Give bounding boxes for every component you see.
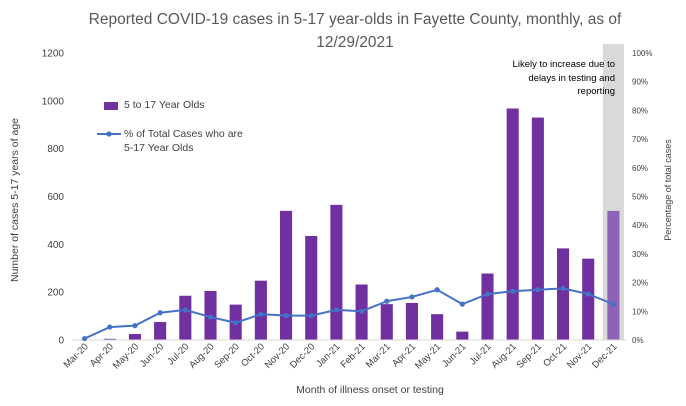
point-sep-21 (535, 287, 541, 293)
legend-bar-swatch (104, 102, 118, 110)
bar-dec-21 (607, 210, 620, 340)
x-tick-label: Sep-20 (212, 341, 241, 370)
bar-may-20 (128, 334, 141, 340)
bar-jun-20 (154, 322, 167, 340)
point-jan-21 (333, 307, 340, 313)
bar-dec-20 (305, 235, 318, 340)
y2-tick-label: 90% (632, 78, 648, 87)
y2-tick-label: 20% (632, 279, 648, 288)
point-oct-21 (560, 285, 566, 291)
bar-aug-21 (506, 108, 519, 341)
bar-jan-21 (330, 204, 343, 340)
point-feb-21 (358, 308, 365, 314)
point-mar-20 (81, 335, 88, 342)
x-tick-label: Jun-21 (440, 341, 468, 369)
point-may-20 (132, 323, 138, 329)
x-tick-label: Nov-21 (565, 341, 594, 370)
legend-bar-label: 5 to 17 Year Olds (124, 99, 205, 111)
point-dec-21 (610, 301, 617, 307)
y2-tick-label: 100% (632, 49, 652, 58)
chart-title: Reported COVID-19 cases in 5-17 year-old… (88, 11, 622, 51)
bar-jun-21 (456, 331, 469, 340)
point-aug-20 (207, 314, 214, 320)
y2-tick-label: 60% (632, 164, 648, 173)
y-axis-label: Number of cases 5-17 years of age (9, 117, 21, 283)
point-jun-20 (157, 310, 163, 316)
y-tick-label: 400 (47, 240, 64, 251)
x-tick-label: Aug-20 (187, 341, 216, 370)
x-tick-label: Sep-21 (515, 341, 544, 370)
x-tick-label: Mar-20 (62, 341, 91, 370)
x-tick-label: Mar-21 (364, 341, 393, 370)
point-may-21 (434, 287, 440, 293)
bar-nov-20 (280, 210, 293, 340)
bar-jul-21 (481, 273, 494, 340)
x-tick-label: Jun-20 (138, 341, 166, 369)
y2-tick-label: 40% (632, 221, 648, 230)
y2-tick-label: 80% (632, 106, 648, 115)
point-nov-20 (283, 313, 289, 319)
y2-tick-label: 70% (632, 135, 648, 144)
x-tick-label: Nov-20 (263, 341, 292, 370)
line-series (81, 285, 617, 342)
line-pct-total (84, 287, 614, 340)
point-nov-21 (585, 291, 591, 297)
bar-jul-20 (179, 295, 192, 340)
bar-nov-21 (582, 258, 595, 340)
point-dec-20 (308, 313, 314, 319)
y-tick-label: 200 (47, 288, 64, 299)
point-mar-21 (384, 298, 390, 304)
x-tick-label: Dec-20 (288, 341, 317, 370)
y-tick-label: 1200 (42, 49, 65, 60)
x-tick-label: Oct-20 (239, 341, 267, 369)
x-tick-label: Dec-21 (590, 341, 619, 370)
point-sep-20 (233, 320, 239, 326)
y2-tick-label: 50% (632, 193, 648, 202)
point-aug-21 (510, 288, 516, 294)
dec-21-annotation: Likely to increase due to delays in test… (512, 59, 615, 97)
point-apr-20 (107, 324, 113, 330)
bar-sep-21 (531, 117, 544, 340)
legend-line-label: % of Total Cases who are 5-17 Year Olds (124, 128, 243, 154)
bar-oct-20 (254, 280, 267, 340)
y2-tick-label: 0% (632, 336, 644, 345)
x-tick-label: May-20 (111, 341, 141, 371)
y2-axis-label: Percentage of total cases (663, 139, 673, 241)
bar-may-21 (431, 314, 444, 340)
point-oct-20 (258, 311, 264, 317)
x-axis-label: Month of illness onset or testing (296, 384, 444, 396)
x-tick-label: Jan-21 (314, 341, 342, 369)
bar-mar-21 (380, 304, 393, 341)
bar-apr-21 (405, 302, 418, 340)
x-tick-label: May-21 (413, 341, 443, 371)
bar-oct-21 (557, 248, 570, 340)
y-tick-label: 600 (47, 192, 64, 203)
y-tick-label: 800 (47, 144, 64, 155)
point-jun-21 (459, 301, 465, 307)
y-tick-label: 1000 (42, 96, 65, 107)
point-jul-20 (182, 307, 188, 313)
bar-apr-20 (103, 338, 116, 340)
point-jul-21 (484, 291, 491, 297)
x-tick-label: Feb-21 (339, 341, 368, 370)
y2-tick-label: 30% (632, 250, 648, 259)
x-tick-label: Aug-21 (489, 341, 518, 370)
point-apr-21 (409, 294, 415, 300)
legend-line-marker (97, 131, 121, 137)
y2-tick-label: 10% (632, 307, 648, 316)
x-tick-label: Oct-21 (541, 341, 569, 369)
y-tick-label: 0 (58, 336, 64, 347)
